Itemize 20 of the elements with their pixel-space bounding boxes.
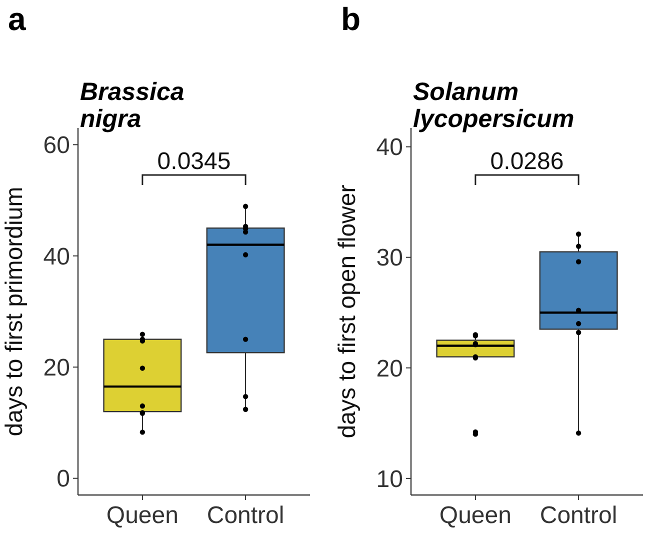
y-tick-label: 40	[43, 243, 70, 270]
x-tick-label: Queen	[439, 502, 512, 529]
x-tick-label: Control	[540, 502, 618, 529]
y-tick-label: 30	[376, 244, 403, 272]
text: b	[341, 1, 361, 37]
y-tick-label: 20	[43, 354, 70, 382]
chart-title: Brassica nigra	[80, 78, 184, 133]
y-tick-label: 0	[56, 466, 70, 493]
y-axis-title: days to first open flower	[334, 184, 361, 438]
y-axis-title: days to first primordium	[1, 186, 28, 436]
y-tick-label: 20	[376, 355, 403, 382]
x-tick-label: Queen	[106, 502, 178, 529]
annotation: 0.0345	[157, 148, 231, 175]
x-tick-label: Control	[206, 502, 284, 529]
y-tick-label: 60	[43, 132, 70, 160]
chart-title: Solanum lycopersicum	[413, 78, 574, 133]
y-tick-label: 40	[376, 134, 403, 162]
annotation: 0.0286	[490, 148, 564, 175]
y-tick-label: 10	[376, 466, 403, 493]
text: a	[8, 1, 26, 37]
